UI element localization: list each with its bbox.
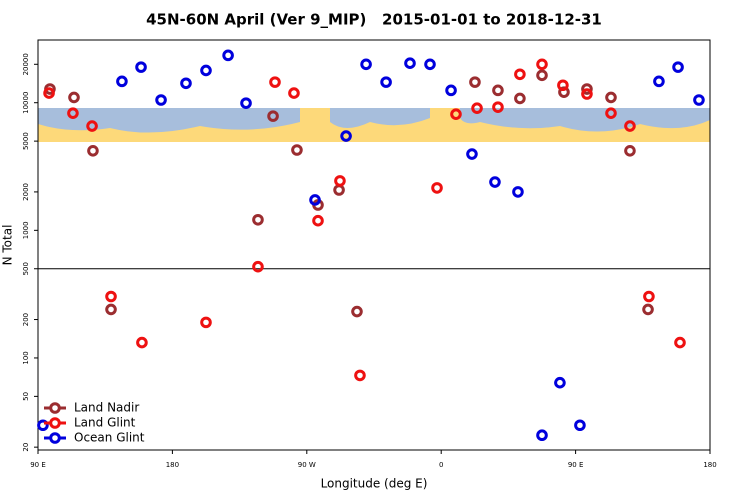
data-point <box>67 107 79 119</box>
data-point <box>512 186 524 198</box>
data-point <box>155 94 167 106</box>
y-tick-label: 2000 <box>22 183 30 201</box>
x-tick-label: 0 <box>439 461 443 469</box>
data-point <box>574 419 586 432</box>
legend-label: Land Glint <box>74 416 136 430</box>
data-point <box>581 88 593 100</box>
y-tick-label: 100 <box>22 351 30 364</box>
data-point <box>222 49 234 62</box>
x-tick-label: 180 <box>166 461 179 469</box>
data-point <box>68 91 80 104</box>
x-tick-label: 90 E <box>568 461 584 469</box>
y-tick-label: 500 <box>22 262 30 275</box>
legend-label: Land Nadir <box>74 401 139 415</box>
data-point <box>380 76 392 88</box>
data-point <box>624 144 636 157</box>
y-tick-label: 20 <box>22 443 30 452</box>
data-point <box>424 58 436 71</box>
data-point <box>116 75 128 88</box>
data-point <box>557 79 569 92</box>
map-land <box>38 108 300 133</box>
data-point <box>558 86 570 98</box>
data-point <box>554 376 566 389</box>
data-point <box>340 130 352 142</box>
data-point <box>351 305 363 318</box>
x-tick-label: 180 <box>703 461 716 469</box>
data-point <box>536 58 548 71</box>
data-point <box>492 101 504 113</box>
data-point <box>43 87 55 99</box>
data-point <box>605 91 617 104</box>
data-point <box>180 77 192 90</box>
y-tick-label: 200 <box>22 313 30 326</box>
legend-swatch-marker <box>49 402 61 414</box>
y-tick-label: 10000 <box>22 92 30 114</box>
chart-title: 45N-60N April (Ver 9_MIP) 2015-01-01 to … <box>146 11 602 29</box>
data-point <box>309 194 321 206</box>
data-point <box>514 68 526 81</box>
data-point <box>267 110 279 122</box>
data-point <box>105 290 117 303</box>
data-point <box>87 144 99 157</box>
legend-swatch-marker <box>49 432 61 444</box>
data-point <box>269 76 281 88</box>
data-point <box>536 429 548 442</box>
data-point <box>136 336 148 349</box>
legend-swatch-marker <box>49 417 61 429</box>
data-point <box>252 213 264 226</box>
data-point <box>471 102 483 114</box>
x-tick-label: 90 E <box>30 461 46 469</box>
data-point <box>643 290 655 303</box>
data-point <box>674 336 686 349</box>
y-tick-label: 1000 <box>22 221 30 239</box>
data-point <box>445 84 457 97</box>
data-point <box>581 83 593 95</box>
y-tick-label: 5000 <box>22 132 30 150</box>
data-point <box>105 303 117 316</box>
data-point <box>135 61 147 73</box>
data-point <box>672 61 684 73</box>
data-point <box>354 369 366 382</box>
data-point <box>252 260 264 273</box>
data-point <box>288 87 300 99</box>
map-land <box>460 108 710 132</box>
data-point <box>86 120 98 132</box>
data-point <box>200 64 212 77</box>
legend-label: Ocean Glint <box>74 431 145 445</box>
data-point <box>466 148 478 160</box>
map-strip <box>38 108 710 142</box>
data-point <box>492 84 504 97</box>
y-tick-label: 20000 <box>22 53 30 75</box>
data-point <box>404 57 416 69</box>
data-point <box>312 214 324 227</box>
data-point <box>200 316 212 329</box>
data-point <box>469 76 481 88</box>
data-point <box>240 97 252 109</box>
data-point <box>450 108 462 120</box>
data-point <box>642 303 654 316</box>
x-axis-label: Longitude (deg E) <box>321 477 428 491</box>
plot-frame <box>37 39 711 451</box>
data-point <box>693 94 705 106</box>
y-axis-label: N Total <box>1 225 15 266</box>
data-point <box>536 69 548 82</box>
data-point <box>624 120 636 132</box>
y-tick-label: 50 <box>22 392 30 401</box>
data-point <box>334 175 346 187</box>
data-point <box>37 419 49 432</box>
data-point <box>605 107 617 119</box>
data-point <box>653 75 665 88</box>
data-point <box>360 58 372 71</box>
data-point <box>489 176 501 188</box>
data-point <box>431 182 443 194</box>
data-point <box>514 92 526 105</box>
data-point <box>291 144 303 156</box>
x-tick-label: 90 W <box>298 461 316 469</box>
map-land <box>330 108 430 128</box>
